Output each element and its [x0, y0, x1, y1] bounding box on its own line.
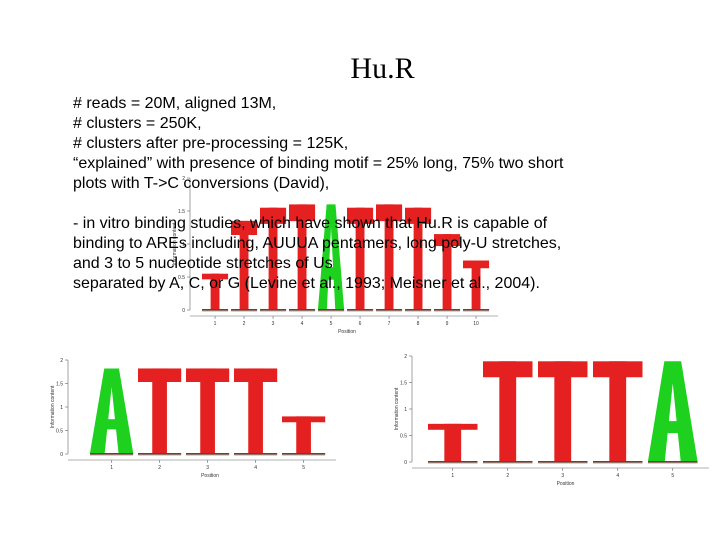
- logo-minor-bases: [376, 309, 403, 312]
- motif-logo-short-b: 0 0.5 1 1.5 2 Information content 1 2 3 4 5 Positio…: [390, 352, 709, 487]
- logo-minor-bases: [463, 309, 490, 312]
- x-tick-label: 4: [301, 321, 304, 327]
- logo-minor-bases: [428, 461, 478, 464]
- stat-reads: # reads = 20M, aligned 13M,: [73, 95, 277, 112]
- x-tick-label: 1: [110, 465, 113, 471]
- logo-letter-a: [90, 368, 134, 453]
- y-axis-label: Information content: [394, 387, 400, 430]
- x-tick-label: 8: [417, 321, 420, 327]
- x-tick-label: 5: [671, 473, 674, 479]
- x-tick-label: 1: [451, 473, 454, 479]
- binding-note-1: - in vitro binding studies, which have s…: [73, 215, 548, 232]
- y-tick-label: 0: [404, 460, 407, 466]
- logo-minor-bases: [289, 309, 316, 312]
- y-tick-label: 0.5: [178, 275, 185, 281]
- stat-conversions: plots with T->C conversions (David),: [73, 175, 330, 192]
- logo-letter-t: [405, 207, 432, 309]
- y-axis-label: Information content: [172, 222, 178, 265]
- logo-minor-bases: [483, 461, 533, 464]
- x-tick-label: 3: [272, 321, 275, 327]
- logo-minor-bases: [260, 309, 287, 312]
- logo-minor-bases: [231, 309, 258, 312]
- logo-minor-bases: [538, 461, 588, 464]
- body-text: # reads = 20M, aligned 13M, # clusters =…: [73, 94, 713, 294]
- logo-minor-bases: [318, 309, 345, 312]
- x-tick-label: 5: [330, 321, 333, 327]
- logo-letter-t: [231, 220, 258, 309]
- x-tick-label: 2: [158, 465, 161, 471]
- logo-letter-t: [202, 273, 229, 309]
- y-tick-label: 1.5: [56, 382, 63, 388]
- logo-minor-bases: [186, 453, 230, 456]
- motif-logo-short-a: 0 0.5 1 1.5 2 Information content 1 2 3 4 5 Positio…: [48, 352, 336, 482]
- logo-letter-t: [434, 234, 461, 309]
- x-tick-label: 5: [302, 465, 305, 471]
- binding-note-2: binding to AREs including, AUUUA pentame…: [73, 235, 562, 252]
- x-tick-label: 2: [243, 321, 246, 327]
- binding-note-4: separated by A, C, or G (Levine et al., …: [73, 275, 540, 292]
- logo-minor-bases: [648, 461, 698, 464]
- stat-clusters-preprocessed: # clusters after pre-processing = 125K,: [73, 135, 349, 152]
- motif-logo-long: 0 0.5 1 1.5 2 Information content 1 2 3 4 5 6 7 8 9 10 P…: [172, 170, 532, 345]
- logo-minor-bases: [282, 453, 326, 456]
- x-tick-label: 4: [616, 473, 619, 479]
- x-tick-label: 10: [473, 321, 479, 327]
- logo-letter-t: [376, 204, 403, 309]
- y-axis-label: Information content: [50, 385, 56, 428]
- x-tick-label: 6: [359, 321, 362, 327]
- y-tick-label: 2: [182, 176, 185, 182]
- x-tick-label: 1: [214, 321, 217, 327]
- logo-minor-bases: [202, 309, 229, 312]
- y-tick-label: 1.5: [178, 209, 185, 215]
- y-tick-label: 0.5: [400, 434, 407, 440]
- x-axis-label: Position: [557, 481, 575, 487]
- logo-letter-t: [282, 416, 326, 453]
- slide-title: Hu.R: [350, 52, 415, 85]
- logo-letter-t: [593, 361, 643, 461]
- x-axis-label: Position: [338, 329, 356, 335]
- logo-letter-a: [648, 361, 698, 461]
- y-tick-label: 1.5: [400, 381, 407, 387]
- logo-letter-t: [289, 204, 316, 309]
- logo-letter-t: [483, 361, 533, 461]
- logo-letter-t: [538, 361, 588, 461]
- logo-letter-t: [463, 260, 490, 309]
- stat-explained-motif: “explained” with presence of binding mot…: [73, 155, 564, 172]
- y-tick-label: 1: [182, 242, 185, 248]
- logo-letter-t: [138, 368, 182, 453]
- logo-minor-bases: [90, 453, 134, 456]
- x-tick-label: 2: [506, 473, 509, 479]
- x-tick-label: 3: [561, 473, 564, 479]
- y-tick-label: 1: [60, 405, 63, 411]
- logo-minor-bases: [347, 309, 374, 312]
- logo-letter-t: [234, 368, 278, 453]
- y-tick-label: 2: [404, 354, 407, 360]
- y-tick-label: 1: [404, 407, 407, 413]
- x-axis-label: Position: [201, 473, 219, 479]
- y-tick-label: 0: [182, 308, 185, 314]
- logo-letter-t: [347, 207, 374, 309]
- logo-letter-t: [186, 368, 230, 453]
- stat-clusters: # clusters = 250K,: [73, 115, 202, 132]
- logo-minor-bases: [138, 453, 182, 456]
- logo-minor-bases: [434, 309, 461, 312]
- logo-letter-a: [318, 204, 345, 309]
- x-tick-label: 4: [254, 465, 257, 471]
- logo-letter-t: [260, 207, 287, 309]
- y-tick-label: 2: [60, 358, 63, 364]
- logo-minor-bases: [234, 453, 278, 456]
- binding-note-3: and 3 to 5 nucleotide stretches of Us: [73, 255, 333, 272]
- paragraph-gap: [73, 194, 713, 214]
- logo-letter-t: [428, 423, 478, 461]
- x-tick-label: 3: [206, 465, 209, 471]
- logo-minor-bases: [593, 461, 643, 464]
- y-tick-label: 0: [60, 452, 63, 458]
- logo-minor-bases: [405, 309, 432, 312]
- y-tick-label: 0.5: [56, 429, 63, 435]
- x-tick-label: 9: [446, 321, 449, 327]
- x-tick-label: 7: [388, 321, 391, 327]
